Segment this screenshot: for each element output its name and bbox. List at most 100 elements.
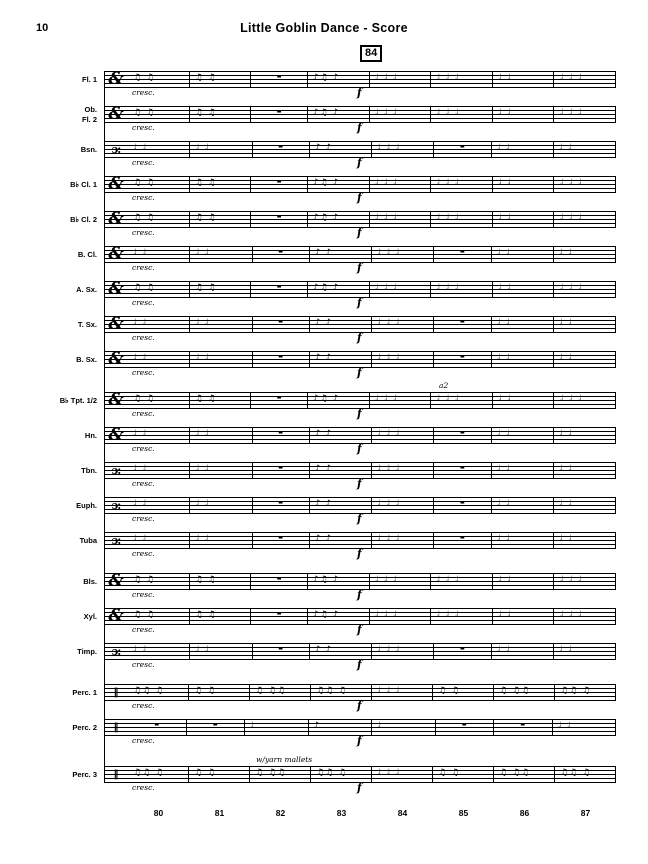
staff-wrap: ɔ: ♩ ♩ ♩ ♩ ▬ ♪ ♪ ♩ ♩ ♩ ▬ ♩ ♩ ♩ ♩ cresc. f [104, 132, 616, 169]
staff-row: B. Sx. & ♩ ♩ ♩ ♩ ▬ ♪ ♪ ♩ ♩ ♩ ▬ ♩ ♩ ♩ ♩ cresc. f [32, 342, 616, 379]
dynamic-marking: f [357, 407, 362, 420]
measure-cell: ♩ ♩ [554, 497, 616, 514]
measure-cell: ♩ ♩ [554, 427, 616, 444]
measure-cell: ♩ ♩ [128, 462, 191, 479]
staff-row: A. Sx. & ♫ ♫ ♫ ♫ ▬ ♪♫ ♪ ♩ ♩ ♩ ♩ ♩ ♩ ♩ ♩ ♩ ♩ ♩ cres… [32, 272, 616, 309]
annotation-text: w/yarn mallets [256, 755, 313, 764]
measure-cell: ♩ ♩ [190, 643, 253, 660]
crescendo-text: cresc. [132, 263, 155, 272]
dynamic-marking: f [357, 156, 362, 169]
measure-cell: ♫ ♫ [190, 281, 252, 298]
dynamic-marking: f [357, 477, 362, 490]
measure-cell: ♩ ♩ [492, 246, 554, 263]
instrument-label: Perc. 2 [72, 722, 97, 732]
whole-rest: ▬ [251, 573, 308, 590]
measure-cell: ♩ ♩ ♩ [554, 608, 616, 625]
staff-wrap: & ♫ ♫ ♫ ♫ ▬ ♪♫ ♪ ♩ ♩ ♩ ♩ ♩ ♩ ♩ ♩ ♩ ♩ ♩ cresc. f [104, 167, 616, 204]
staff-wrap: & ♫ ♫ ♫ ♫ ▬ ♪♫ ♪ ♩ ♩ ♩ ♩ ♩ ♩ ♩ ♩ ♩ ♩ ♩ cresc. f [104, 564, 616, 601]
bass-clef-icon: ɔ: [111, 645, 122, 658]
measure-cell: ♩ ♩ [128, 141, 191, 158]
measure-number: 83 [336, 808, 347, 818]
staff-wrap: ‖ ♫♫ ♫ ♫ ♫ ♫ ♫♫ ♫♫ ♫ ♩ ♩ ♩ ♫ ♫ ♫ ♫♫ ♫♫ ♫ cresc. f w… [104, 755, 616, 794]
measure-cell: ♩ ♩ [190, 351, 253, 368]
measure-number: 87 [580, 808, 591, 818]
staff: & ♩ ♩ ♩ ♩ ▬ ♪ ♪ ♩ ♩ ♩ ▬ ♩ ♩ ♩ ♩ [104, 427, 616, 444]
measure-cell: ♫ ♫♫ [494, 766, 555, 783]
dynamic-marking: f [357, 121, 362, 134]
measure-cell: ♩ ♩ [553, 719, 616, 736]
treble-clef-icon: & [108, 571, 124, 591]
measure-cell: ♩ ♩ ♩ [554, 573, 616, 590]
whole-rest: ▬ [251, 392, 308, 409]
measure-cell: ♩ ♩ [493, 392, 555, 409]
measure-cell: ♩ ♩ ♩ [372, 351, 435, 368]
treble-clef-icon: & [108, 104, 124, 124]
measure-cell: ♩ ♩ [128, 532, 191, 549]
measure-cell: ♪ ♪ [310, 532, 372, 549]
measure-cell: ♫ ♫♫ [250, 684, 311, 701]
instrument-label: B♭ Tpt. 1/2 [59, 395, 97, 405]
staff: ‖ ♫♫ ♫ ♫ ♫ ♫ ♫♫ ♫♫ ♫ ♩ ♩ ♩ ♫ ♫ ♫ ♫♫ ♫♫ ♫ [104, 684, 616, 701]
measure-cell: ♩ ♩ ♩ [554, 392, 616, 409]
measure-cell: ♪♫ ♪ [308, 176, 370, 193]
percussion-clef-icon: ‖ [113, 687, 119, 698]
staff-wrap: & ♫ ♫ ♫ ♫ ▬ ♪♫ ♪ ♩ ♩ ♩ ♩ ♩ ♩ ♩ ♩ ♩ ♩ ♩ cresc. f [104, 62, 616, 99]
staff-row: B♭ Cl. 1 & ♫ ♫ ♫ ♫ ▬ ♪♫ ♪ ♩ ♩ ♩ ♩ ♩ ♩ ♩ ♩ ♩ ♩ ♩ cr… [32, 167, 616, 204]
measure-cell: ♩ ♩ [493, 176, 555, 193]
staff: ɔ: ♩ ♩ ♩ ♩ ▬ ♪ ♪ ♩ ♩ ♩ ▬ ♩ ♩ ♩ ♩ [104, 462, 616, 479]
measure-cell: ♩ ♩ ♩ [431, 608, 493, 625]
measure-cell: ♩ ♩ [190, 427, 253, 444]
measure-cell: ♫ ♫ [128, 71, 190, 88]
measure-cell: ♩ ♩ ♩ [372, 141, 435, 158]
measure-cell: ♫ ♫ [128, 392, 190, 409]
staff-wrap: & ♫ ♫ ♫ ♫ ▬ ♪♫ ♪ ♩ ♩ ♩ ♩ ♩ ♩ ♩ ♩ ♩ ♩ ♩ cresc. f [104, 599, 616, 636]
measure-cell: ♩ ♩ ♩ [431, 71, 493, 88]
measure-cell: ♫ ♫ [128, 211, 190, 228]
measure-cell: ♩ ♩ [554, 462, 616, 479]
measure-cell: ♩ ♩ ♩ [372, 427, 435, 444]
instrument-label: T. Sx. [77, 319, 97, 329]
score-body: Fl. 1 & ♫ ♫ ♫ ♫ ▬ ♪♫ ♪ ♩ ♩ ♩ ♩ ♩ ♩ ♩ ♩ ♩ ♩ ♩ cresc… [32, 62, 616, 818]
measure-cell: ♩ ♩ ♩ [370, 211, 432, 228]
measure-cell: ♪♫ ♪ [308, 392, 370, 409]
measure-cell: ♩ ♩ ♩ [370, 608, 432, 625]
measure-cell: ♩ ♩ ♩ [370, 392, 432, 409]
whole-rest: ▬ [434, 532, 492, 549]
measure-cell: ♩ ♩ ♩ [431, 176, 493, 193]
staff-row: Hn. & ♩ ♩ ♩ ♩ ▬ ♪ ♪ ♩ ♩ ♩ ▬ ♩ ♩ ♩ ♩ cresc. f [32, 418, 616, 455]
measure-cell: ♩ ♩ [128, 351, 191, 368]
measure-cell: ♩ ♩ ♩ [431, 392, 493, 409]
whole-rest: ▬ [253, 246, 310, 263]
measure-cell: ♫♫ ♫ [311, 766, 372, 783]
measure-cell: ♪ ♪ [310, 497, 372, 514]
dynamic-marking: f [357, 261, 362, 274]
instrument-label: Ob. Fl. 2 [81, 105, 97, 124]
treble-clef-icon: & [108, 174, 124, 194]
staff: & ♫ ♫ ♫ ♫ ▬ ♪♫ ♪ ♩ ♩ ♩ ♩ ♩ ♩ ♩ ♩ ♩ ♩ ♩ [104, 71, 616, 88]
measure-cell: ♩ ♩ [128, 643, 191, 660]
measure-cell: ♫♫ ♫ [128, 684, 189, 701]
whole-rest: ▬ [253, 427, 310, 444]
measure-cell: ♩ ♩ [190, 532, 253, 549]
measure-cell: ♩ ♩ [492, 141, 554, 158]
treble-clef-icon: & [108, 606, 124, 626]
crescendo-text: cresc. [132, 158, 155, 167]
measure-cell: ♪♫ ♪ [308, 211, 370, 228]
percussion-clef-icon: ‖ [113, 769, 119, 780]
dynamic-marking: f [357, 191, 362, 204]
measure-cell: ♫ ♫ [189, 766, 250, 783]
crescendo-text: cresc. [132, 783, 155, 792]
crescendo-text: cresc. [132, 298, 155, 307]
staff-row: Timp. ɔ: ♩ ♩ ♩ ♩ ▬ ♪ ♪ ♩ ♩ ♩ ▬ ♩ ♩ ♩ ♩ cresc. f [32, 634, 616, 671]
measure-cell: ♫ ♫ [190, 71, 252, 88]
crescendo-text: cresc. [132, 736, 155, 745]
measure-cell: ♫ ♫♫ [494, 684, 555, 701]
whole-rest: ▬ [434, 246, 492, 263]
whole-rest: ▬ [251, 281, 308, 298]
dynamic-marking: f [357, 86, 362, 99]
dynamic-marking: f [357, 699, 362, 712]
measure-cell: ♩ ♩ [190, 246, 253, 263]
measure-cell: ♪ ♪ [310, 462, 372, 479]
crescendo-text: cresc. [132, 409, 155, 418]
whole-rest: ▬ [434, 643, 492, 660]
